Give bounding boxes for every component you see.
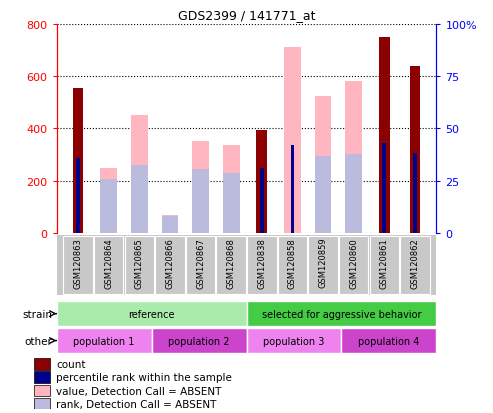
- Text: GSM120863: GSM120863: [73, 237, 83, 288]
- Bar: [256, 131, 267, 233]
- Text: population 4: population 4: [358, 336, 420, 346]
- Bar: [379, 38, 389, 233]
- Bar: [383, 144, 386, 233]
- Bar: [339, 236, 368, 295]
- Bar: [57, 235, 436, 295]
- Text: rank, Detection Call = ABSENT: rank, Detection Call = ABSENT: [56, 399, 217, 409]
- Bar: [370, 236, 399, 295]
- Text: GSM120868: GSM120868: [227, 237, 236, 288]
- Bar: [410, 66, 420, 233]
- Bar: [152, 328, 246, 353]
- Bar: [247, 236, 277, 295]
- Bar: [278, 236, 307, 295]
- Bar: [162, 216, 178, 233]
- Text: GSM120865: GSM120865: [135, 237, 144, 288]
- Text: population 2: population 2: [168, 336, 230, 346]
- Bar: [34, 398, 50, 410]
- Bar: [413, 154, 417, 233]
- Text: GSM120862: GSM120862: [410, 237, 420, 288]
- Text: GSM120866: GSM120866: [166, 237, 175, 288]
- Bar: [260, 169, 264, 233]
- Bar: [284, 48, 301, 233]
- Bar: [223, 145, 240, 233]
- Bar: [100, 180, 117, 233]
- Bar: [223, 174, 240, 233]
- Bar: [186, 236, 215, 295]
- Bar: [216, 236, 246, 295]
- Bar: [125, 236, 154, 295]
- Text: GSM120860: GSM120860: [349, 237, 358, 288]
- Bar: [57, 328, 152, 353]
- Bar: [345, 154, 362, 233]
- Bar: [57, 301, 246, 326]
- Bar: [131, 166, 148, 233]
- Bar: [192, 170, 209, 233]
- Bar: [192, 142, 209, 233]
- Text: population 3: population 3: [263, 336, 324, 346]
- Title: GDS2399 / 141771_at: GDS2399 / 141771_at: [178, 9, 315, 22]
- Text: strain: strain: [22, 309, 52, 319]
- Bar: [155, 236, 185, 295]
- Bar: [400, 236, 429, 295]
- Text: population 1: population 1: [73, 336, 135, 346]
- Text: GSM120867: GSM120867: [196, 237, 205, 288]
- Bar: [34, 371, 50, 383]
- Text: GSM120861: GSM120861: [380, 237, 389, 288]
- Bar: [73, 89, 83, 233]
- Bar: [308, 236, 338, 295]
- Bar: [290, 146, 294, 233]
- Bar: [64, 236, 93, 295]
- Bar: [34, 358, 50, 370]
- Bar: [341, 328, 436, 353]
- Text: GSM120858: GSM120858: [288, 237, 297, 288]
- Text: selected for aggressive behavior: selected for aggressive behavior: [262, 309, 421, 319]
- Text: GSM120864: GSM120864: [104, 237, 113, 288]
- Text: percentile rank within the sample: percentile rank within the sample: [56, 372, 232, 382]
- Bar: [246, 301, 436, 326]
- Bar: [131, 116, 148, 233]
- Bar: [162, 215, 178, 233]
- Text: GSM120859: GSM120859: [318, 237, 327, 288]
- Text: GSM120838: GSM120838: [257, 237, 266, 288]
- Bar: [315, 157, 331, 233]
- Bar: [315, 97, 331, 233]
- Bar: [100, 169, 117, 233]
- Bar: [94, 236, 123, 295]
- Text: other: other: [24, 336, 52, 346]
- Bar: [246, 328, 341, 353]
- Text: value, Detection Call = ABSENT: value, Detection Call = ABSENT: [56, 386, 222, 396]
- Bar: [76, 158, 80, 233]
- Bar: [34, 385, 50, 396]
- Text: count: count: [56, 359, 86, 369]
- Bar: [345, 81, 362, 233]
- Text: reference: reference: [128, 309, 175, 319]
